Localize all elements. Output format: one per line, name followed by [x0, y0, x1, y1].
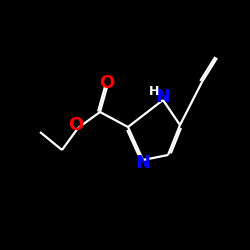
Text: O: O	[68, 116, 83, 134]
Text: H: H	[149, 85, 160, 98]
Text: N: N	[136, 154, 150, 172]
Text: N: N	[156, 88, 170, 106]
Text: O: O	[100, 74, 114, 92]
